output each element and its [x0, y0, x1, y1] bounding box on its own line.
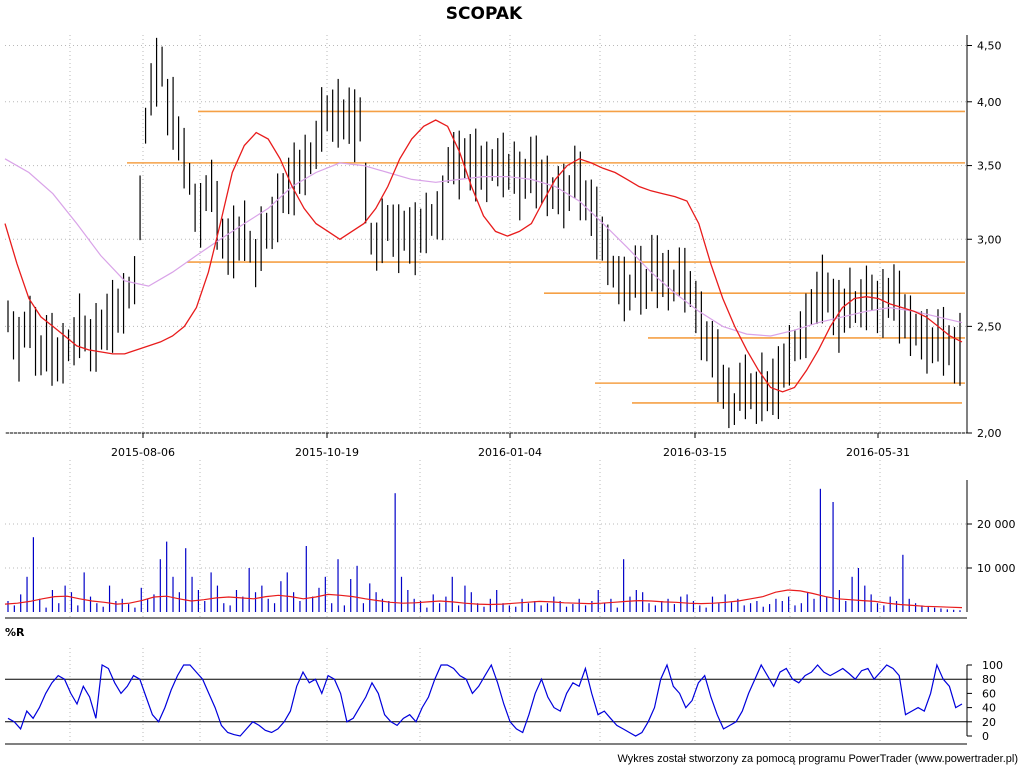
x-tick-label: 2015-10-19	[295, 446, 359, 459]
wr-y-tick-label: 0	[982, 730, 989, 743]
price-y-tick-label: 4,00	[977, 96, 1002, 109]
price-panel: 4,50 4,00 3,50 3,00 2,50 2,00 2015-08-06 2015-1…	[4, 35, 1002, 459]
wr-y-tick-label: 20	[982, 716, 996, 729]
x-tick-label: 2016-01-04	[478, 446, 542, 459]
volume-average-line	[4, 589, 963, 609]
x-tick-label: 2016-05-31	[846, 446, 910, 459]
ma-short-line	[4, 119, 963, 393]
x-tick-label: 2016-03-15	[663, 446, 727, 459]
x-tick-label: 2015-08-06	[111, 446, 175, 459]
ma-long-line	[4, 158, 963, 337]
volume-y-tick-label: 10 000	[977, 562, 1016, 575]
wr-y-tick-label: 40	[982, 702, 996, 715]
footer-credit: Wykres został stworzony za pomocą progra…	[617, 753, 1018, 765]
wr-line	[7, 663, 963, 737]
price-y-tick-label: 3,00	[977, 233, 1002, 246]
price-y-tick-label: 4,50	[977, 40, 1002, 53]
price-y-tick-label: 2,00	[977, 427, 1002, 440]
volume-y-tick-label: 20 000	[977, 518, 1016, 531]
price-y-tick-label: 3,50	[977, 160, 1002, 173]
wr-y-tick-label: 80	[982, 673, 996, 686]
price-y-tick-label: 2,50	[977, 320, 1002, 333]
chart-title: SCOPAK	[446, 4, 523, 24]
williams-r-label: %R	[5, 626, 25, 639]
wr-y-tick-label: 60	[982, 687, 996, 700]
volume-panel: 20 000 10 000	[4, 460, 1016, 619]
wr-y-tick-label: 100	[982, 659, 1003, 672]
